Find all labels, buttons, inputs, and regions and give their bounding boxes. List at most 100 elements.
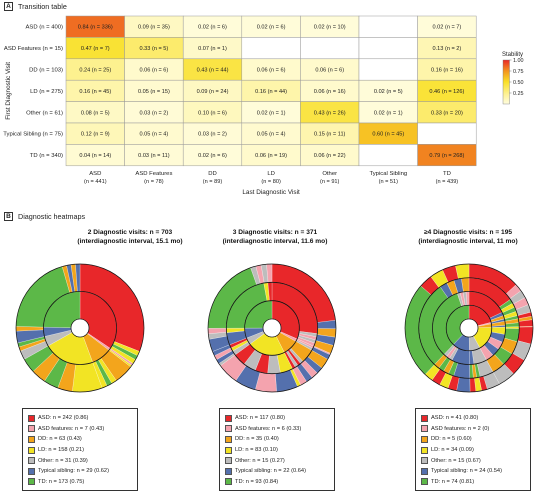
legend-swatch <box>421 425 428 433</box>
donut-chart-3-visits <box>207 263 337 393</box>
matrix-cell-label: 0.13 (n = 2) <box>433 46 462 52</box>
matrix-cell <box>417 144 477 167</box>
donut-ring-outline <box>225 281 319 375</box>
matrix-column-label: Other <box>322 171 337 177</box>
panel-a-header: A Transition table <box>4 2 67 11</box>
matrix-cell <box>417 122 477 145</box>
matrix-cell-label: 0.24 (n = 25) <box>79 68 111 74</box>
matrix-cell-label: 0.16 (n = 16) <box>431 68 463 74</box>
matrix-row-label: ASD Features (n = 15) <box>4 46 63 52</box>
donut-2-title-block: 3 Diagnostic visits: n = 371 (interdiagn… <box>200 229 350 246</box>
legend-swatch <box>225 446 232 454</box>
panel-b-title: Diagnostic heatmaps <box>18 212 86 221</box>
matrix-y-axis-title: First Diagnostic Visit <box>5 62 12 120</box>
matrix-cell <box>358 37 418 60</box>
donut-3-legend: ASD: n = 41 (0.80) ASD features: n = 2 (0… <box>415 408 531 492</box>
colorbar-tick-label: 1.00 <box>513 58 524 64</box>
legend-swatch <box>28 478 35 486</box>
legend-swatch <box>421 446 428 454</box>
matrix-column-count: (n = 91) <box>320 179 340 185</box>
legend-swatch <box>225 467 232 475</box>
legend-label: ASD: n = 41 (0.80) <box>431 415 479 422</box>
matrix-cell-label: 0.05 (n = 4) <box>257 132 286 138</box>
legend-item: DD: n = 5 (0.60) <box>421 434 525 445</box>
matrix-cell-label: 0.02 (n = 1) <box>257 110 286 116</box>
legend-label: LD: n = 158 (0.21) <box>38 447 85 454</box>
matrix-row-label: TD (n = 340) <box>30 153 63 159</box>
panel-a-letter: A <box>4 2 13 11</box>
matrix-cell-label: 0.07 (n = 1) <box>198 46 227 52</box>
matrix-cell-label: 0.60 (n = 45) <box>372 132 404 138</box>
donut-center-hole <box>460 319 478 337</box>
legend-label: DD: n = 63 (0.43) <box>38 436 82 443</box>
legend-label: Other: n = 31 (0.39) <box>38 457 88 464</box>
legend-item: TD: n = 93 (0.84) <box>225 477 329 488</box>
matrix-cell-label: 0.16 (n = 44) <box>255 89 287 95</box>
donut-chart-2-visits <box>15 263 145 393</box>
donut-ring-outline <box>418 277 520 379</box>
panel-b-letter: B <box>4 212 13 221</box>
donut-center-hole <box>263 319 281 337</box>
legend-label: TD: n = 93 (0.84) <box>235 478 279 485</box>
legend-item: Other: n = 31 (0.39) <box>28 455 132 466</box>
donut-3-title: ≥4 Diagnostic visits: n = 195 <box>423 229 513 236</box>
legend-swatch <box>28 457 35 465</box>
donut-ring-outline <box>404 263 534 393</box>
matrix-cell-label: 0.02 (n = 6) <box>257 25 286 31</box>
legend-label: LD: n = 83 (0.10) <box>235 447 278 454</box>
donut-ring-outline <box>70 318 90 338</box>
matrix-cell-label: 0.02 (n = 5) <box>374 89 403 95</box>
legend-swatch <box>421 414 428 422</box>
matrix-column-count: (n = 89) <box>203 179 223 185</box>
legend-swatch <box>421 467 428 475</box>
matrix-cell <box>358 144 418 167</box>
donut-1-legend: ASD: n = 242 (0.86) ASD features: n = 7 (… <box>22 408 138 492</box>
donut-ring-outline <box>244 300 300 356</box>
legend-swatch <box>28 467 35 475</box>
matrix-cell-label: 0.02 (n = 6) <box>198 25 227 31</box>
colorbar-tick-label: 0.75 <box>513 69 524 75</box>
legend-item: LD: n = 158 (0.21) <box>28 445 132 456</box>
legend-item: ASD: n = 242 (0.86) <box>28 413 132 424</box>
matrix-column-count: (n = 80) <box>261 179 281 185</box>
matrix-cell-label: 0.06 (n = 16) <box>314 89 346 95</box>
legend-swatch <box>225 435 232 443</box>
legend-label: Other: n = 15 (0.67) <box>431 457 481 464</box>
legend-label: Typical sibling: n = 24 (0.54) <box>431 468 502 475</box>
donut-3-title-block: ≥4 Diagnostic visits: n = 195 (interdiag… <box>398 229 538 246</box>
legend-item: Typical sibling: n = 24 (0.54) <box>421 466 525 477</box>
matrix-cell-label: 0.03 (n = 11) <box>138 153 170 159</box>
matrix-cell-label: 0.33 (n = 5) <box>140 46 169 52</box>
donut-1-title-block: 2 Diagnostic visits: n = 703 (interdiagn… <box>40 229 220 246</box>
colorbar <box>502 59 510 105</box>
donut-2-subtitle: (interdiagnostic interval, 11.6 mo) <box>222 237 328 245</box>
matrix-cell-label: 0.09 (n = 35) <box>138 25 170 31</box>
donut-1-title: 2 Diagnostic visits: n = 703 <box>87 229 173 236</box>
donut-ring-outline <box>15 263 145 393</box>
legend-label: ASD features: n = 2 (0) <box>431 425 490 432</box>
legend-swatch <box>421 435 428 443</box>
donut-chart-4-plus-visits <box>404 263 534 393</box>
legend-item: ASD: n = 41 (0.80) <box>421 413 525 424</box>
matrix-cell-label: 0.33 (n = 20) <box>431 110 463 116</box>
matrix-cell-label: 0.02 (n = 10) <box>314 25 346 31</box>
matrix-column-count: (n = 78) <box>144 179 164 185</box>
matrix-cell <box>358 15 418 38</box>
matrix-cell-label: 0.84 (n = 336) <box>78 25 113 31</box>
colorbar-title: Stability <box>502 52 523 58</box>
matrix-cell-label: 0.06 (n = 6) <box>140 68 169 74</box>
legend-label: LD: n = 34 (0.09) <box>431 447 474 454</box>
legend-item: ASD features: n = 2 (0) <box>421 424 525 435</box>
donut-ring-outline <box>207 263 337 393</box>
legend-swatch <box>421 478 428 486</box>
matrix-cell-label: 0.47 (n = 7) <box>81 46 110 52</box>
matrix-column-label: DD <box>208 171 217 177</box>
matrix-cell-label: 0.06 (n = 22) <box>314 153 346 159</box>
legend-item: Other: n = 15 (0.27) <box>225 455 329 466</box>
matrix-cell-label: 0.06 (n = 6) <box>315 68 344 74</box>
legend-swatch <box>28 435 35 443</box>
donut-ring-outline <box>459 318 479 338</box>
legend-label: ASD features: n = 6 (0.33) <box>235 425 302 432</box>
legend-item: LD: n = 83 (0.10) <box>225 445 329 456</box>
matrix-row-label: ASD (n = 400) <box>26 25 64 31</box>
